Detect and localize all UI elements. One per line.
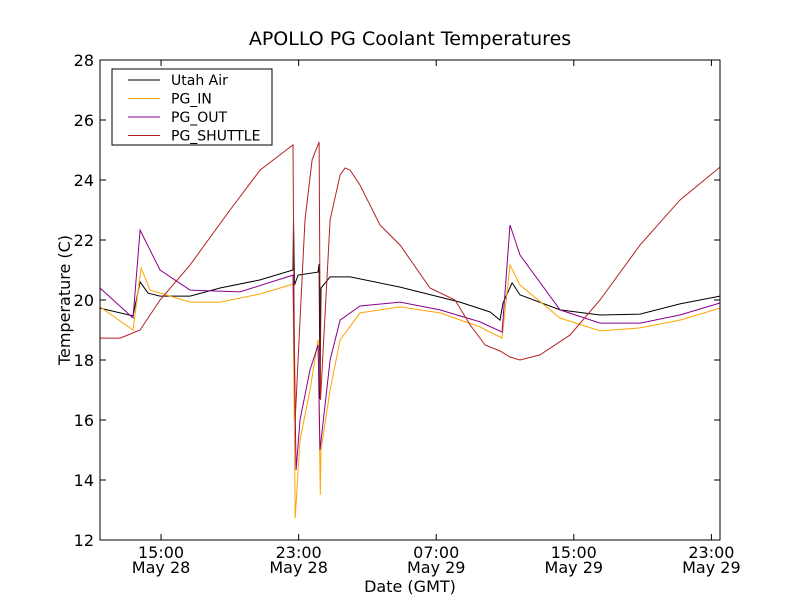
y-tick-label: 14 <box>74 471 94 490</box>
x-tick-time: 15:00 <box>551 543 597 562</box>
x-tick-date: May 28 <box>269 558 328 577</box>
x-axis-label: Date (GMT) <box>364 577 456 596</box>
legend-label: PG_OUT <box>171 110 228 126</box>
y-tick-label: 28 <box>74 51 94 70</box>
legend: Utah Air PG_IN PG_OUT PG_SHUTTLE <box>111 68 273 146</box>
y-tick-label: 26 <box>74 111 94 130</box>
legend-label: PG_IN <box>171 92 212 108</box>
series-line-pg-in <box>99 263 721 519</box>
plot-lines <box>99 141 721 519</box>
chart-title: APOLLO PG Coolant Temperatures <box>249 28 571 50</box>
x-tick-time: 23:00 <box>688 543 734 562</box>
legend-label: Utah Air <box>171 73 228 89</box>
y-axis-label: Temperature (C) <box>55 235 74 366</box>
y-tick-label: 22 <box>74 231 94 250</box>
y-tick-label: 12 <box>74 531 94 550</box>
y-tick-label: 18 <box>74 351 94 370</box>
y-tick-label: 20 <box>74 291 94 310</box>
plot-frame <box>99 59 721 541</box>
x-tick-time: 15:00 <box>138 543 184 562</box>
legend-label: PG_SHUTTLE <box>171 129 260 145</box>
x-tick-date: May 29 <box>545 558 604 577</box>
series-line-pg-shuttle <box>100 141 721 421</box>
y-tick-label: 24 <box>74 171 94 190</box>
x-tick-date: May 29 <box>407 558 466 577</box>
x-tick-time: 23:00 <box>276 543 322 562</box>
x-tick-date: May 29 <box>682 558 741 577</box>
x-tick-date: May 28 <box>132 558 191 577</box>
y-tick-label: 16 <box>74 411 94 430</box>
x-tick-time: 07:00 <box>413 543 459 562</box>
series-line-pg-out <box>99 224 721 471</box>
legend-box <box>111 68 273 146</box>
